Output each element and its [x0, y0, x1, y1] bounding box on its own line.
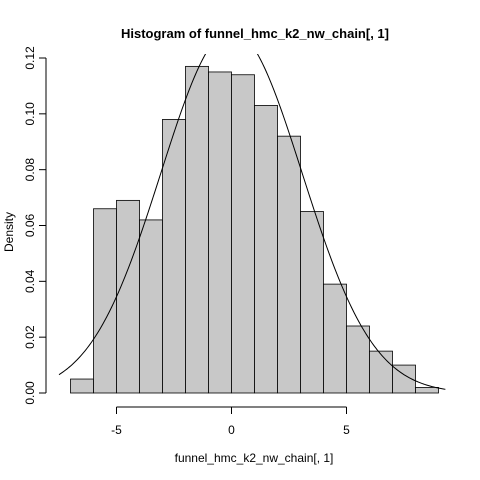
histogram-bar-13 [346, 325, 370, 394]
histogram-bar-11 [300, 211, 324, 394]
x-axis: -5 0 5 [111, 406, 350, 437]
y-axis-label: Density [2, 212, 16, 252]
y-tick-label: 0.04 [23, 269, 37, 293]
histogram-bar-8 [231, 74, 255, 394]
y-tick-label: 0.02 [23, 325, 37, 349]
histogram-bar-2 [93, 208, 117, 394]
histogram-bar-10 [277, 135, 301, 394]
histogram-bar-7 [208, 71, 232, 394]
chart-title: Histogram of funnel_hmc_k2_nw_chain[, 1] [121, 26, 389, 41]
histogram-bar-14 [369, 350, 393, 394]
x-tick-label: -5 [111, 423, 122, 437]
histogram-bar-3 [116, 199, 140, 394]
x-tick-label: 0 [228, 423, 235, 437]
histogram-bars [70, 65, 439, 394]
histogram-bar-5 [162, 119, 186, 394]
y-tick-label: 0.06 [23, 213, 37, 237]
histogram-bar-9 [254, 105, 278, 394]
y-axis: 0.00 0.02 0.04 0.06 0.08 0.10 0.12 [23, 46, 47, 405]
histogram-bar-6 [185, 65, 209, 394]
y-tick-label: 0.10 [23, 102, 37, 126]
density-curve [58, 54, 446, 390]
x-axis-label: funnel_hmc_k2_nw_chain[, 1] [175, 451, 334, 465]
histogram-bar-15 [392, 364, 416, 394]
y-tick-label: 0.08 [23, 158, 37, 182]
histogram-bar-4 [139, 219, 163, 394]
y-tick-label: 0.00 [23, 381, 37, 405]
histogram-bar-1 [70, 378, 94, 394]
y-tick-label: 0.12 [23, 46, 37, 70]
x-tick-label: 5 [343, 423, 350, 437]
histogram-bar-12 [323, 283, 347, 394]
histogram-bar-16 [415, 387, 439, 394]
